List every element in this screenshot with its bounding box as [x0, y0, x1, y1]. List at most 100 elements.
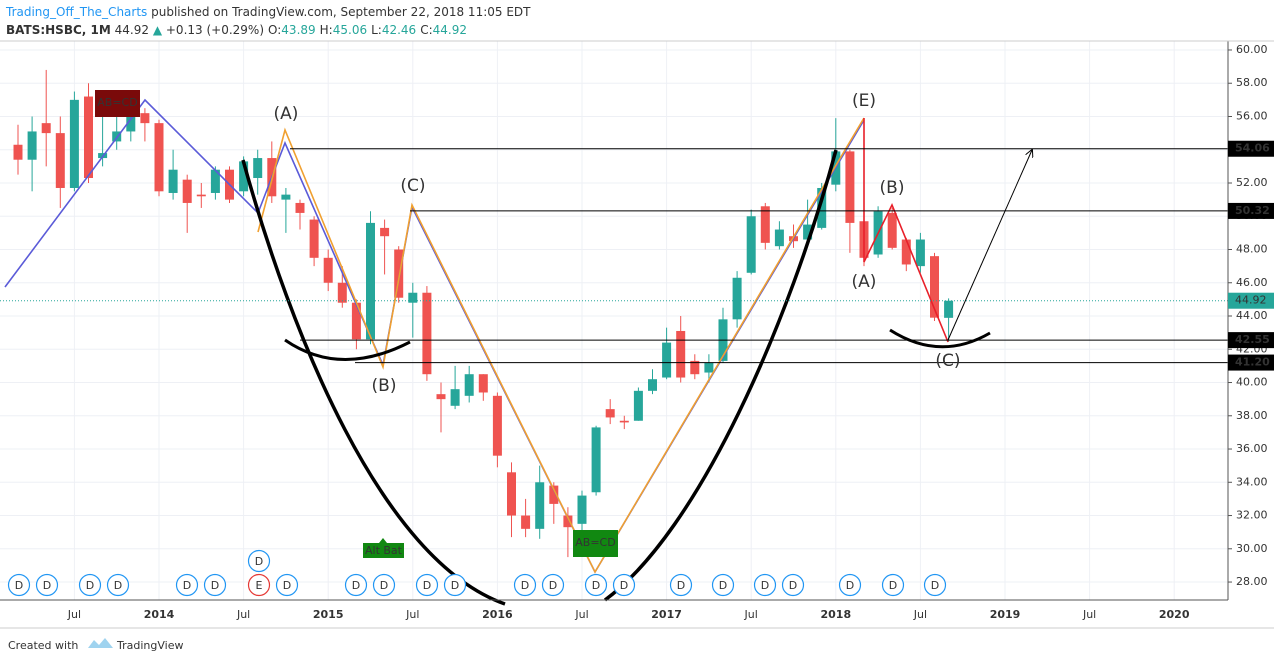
publisher[interactable]: Trading_Off_The_Charts: [5, 5, 147, 19]
event-marker: [584, 573, 608, 597]
event-label: D: [255, 555, 263, 568]
event-marker: [923, 573, 947, 597]
event-marker: [344, 573, 368, 597]
y-tick-label: 52.00: [1236, 176, 1268, 189]
event-marker: [711, 573, 735, 597]
candle-body: [408, 292, 418, 303]
pattern-label: (C): [400, 176, 425, 196]
candle-body: [648, 379, 657, 391]
y-tick-label: 60.00: [1236, 43, 1268, 56]
ohlc-key: O:: [268, 23, 281, 37]
x-tick-label: Jul: [236, 608, 250, 621]
candle-body: [704, 362, 714, 373]
event-label: D: [620, 579, 628, 592]
last-price-label: 44.92: [1235, 294, 1267, 307]
candle-body: [55, 133, 65, 188]
level-box: [1228, 140, 1274, 157]
level-label: 54.06: [1235, 142, 1270, 155]
x-tick-label: 2018: [820, 608, 851, 621]
x-tick-label: 2016: [482, 608, 513, 621]
y-tick-label: 48.00: [1236, 243, 1268, 256]
handle-curve: [284, 338, 411, 361]
published: published on TradingView.com, September …: [151, 5, 531, 19]
event-marker: [247, 549, 271, 573]
ohlc-value: 44.92: [433, 23, 467, 37]
candle-body: [521, 515, 531, 529]
candle-body: [633, 390, 643, 421]
event-marker: [106, 573, 130, 597]
y-tick-label: 34.00: [1236, 475, 1268, 488]
event-label: D: [931, 579, 939, 592]
candle-body: [337, 282, 347, 303]
candle-body: [535, 482, 545, 529]
event-marker: [753, 573, 777, 597]
x-tick-label: Jul: [67, 608, 81, 621]
event-marker: [372, 573, 396, 597]
price-axis: [1228, 41, 1274, 600]
footer-brand[interactable]: TradingView: [116, 639, 183, 652]
change: +0.13 (+0.29%): [166, 23, 264, 37]
x-tick-label: Jul: [405, 608, 419, 621]
level-label: 42.55: [1235, 333, 1270, 346]
level-label: 50.32: [1235, 204, 1270, 217]
x-tick-label: Jul: [913, 608, 927, 621]
symbol: BATS:HSBC, 1M: [6, 23, 111, 37]
candle-body: [732, 277, 742, 320]
ohlc-value: 42.46: [382, 23, 416, 37]
target-arrow: [947, 150, 1032, 341]
event-label: D: [15, 579, 23, 592]
candle-body: [577, 495, 587, 524]
candle-body: [281, 194, 291, 200]
ohlc-value: 45.06: [333, 23, 367, 37]
change-icon: ▲: [153, 23, 163, 37]
event-label: D: [211, 579, 219, 592]
candle-body: [478, 374, 488, 393]
candle-body: [69, 99, 79, 188]
candle-body: [676, 330, 686, 378]
x-tick-label: 2020: [1159, 608, 1190, 621]
pattern-label: (A): [852, 272, 877, 292]
event-label: D: [114, 579, 122, 592]
last-price-box: [1228, 292, 1274, 309]
candle-body: [944, 300, 954, 318]
event-label: D: [86, 579, 94, 592]
pattern-line: [863, 118, 949, 343]
candle-body: [41, 123, 51, 134]
event-marker: [669, 573, 693, 597]
alt-bat-arrow: [379, 538, 387, 543]
candle-body: [690, 360, 700, 375]
alt-bat-box: [363, 543, 404, 558]
candle-body: [845, 151, 855, 223]
y-tick-label: 28.00: [1236, 575, 1268, 588]
grid: [0, 41, 1228, 600]
event-label: D: [43, 579, 51, 592]
axes: 28.0030.0032.0034.0036.0038.0040.0042.00…: [67, 43, 1274, 621]
candle-body: [803, 224, 813, 240]
candle-body: [323, 257, 333, 283]
ohlc-key: H:: [320, 23, 333, 37]
x-tick-label: 2014: [144, 608, 175, 621]
y-tick-label: 58.00: [1236, 76, 1268, 89]
x-tick-label: 2019: [990, 608, 1021, 621]
y-tick-label: 46.00: [1236, 276, 1268, 289]
logo: [88, 638, 113, 648]
candle-body: [563, 515, 573, 528]
candle-body: [27, 131, 37, 160]
event-label: D: [380, 579, 388, 592]
candle-body: [760, 206, 770, 243]
event-marker: [541, 573, 565, 597]
event-marker: [175, 573, 199, 597]
event-marker: [7, 573, 31, 597]
level-box: [1228, 354, 1274, 371]
x-tick-label: 2017: [651, 608, 682, 621]
candle-body: [507, 472, 516, 516]
event-label: D: [677, 579, 685, 592]
last: 44.92: [115, 23, 149, 37]
x-tick-label: Jul: [574, 608, 588, 621]
x-tick-label: 2015: [313, 608, 344, 621]
x-tick-label: Jul: [744, 608, 758, 621]
event-label: D: [352, 579, 360, 592]
candle-body: [309, 219, 319, 258]
event-marker: [612, 573, 636, 597]
